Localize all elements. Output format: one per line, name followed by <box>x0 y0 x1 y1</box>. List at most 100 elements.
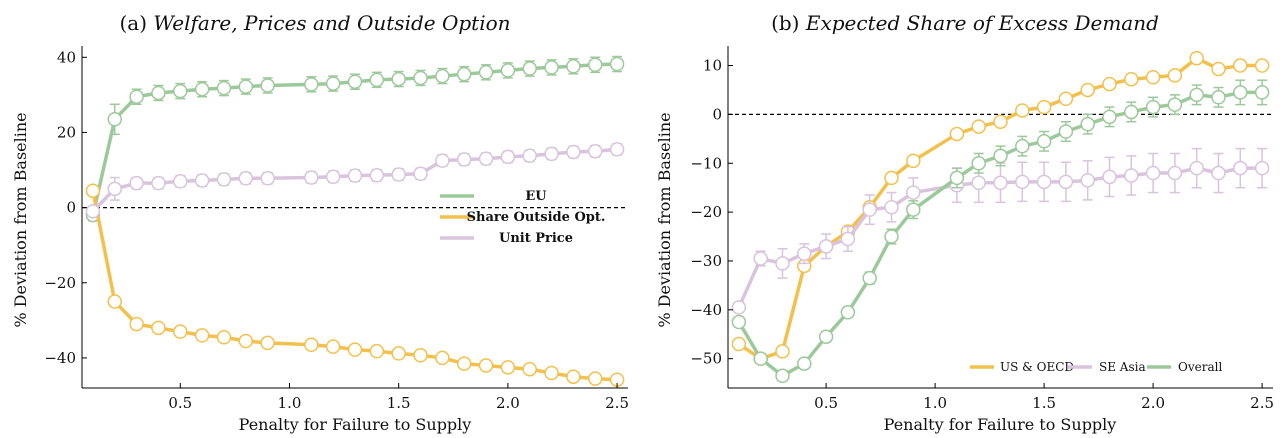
a-data-point <box>238 333 254 349</box>
a-data-point <box>129 316 144 332</box>
b-ytick-label: 10 <box>703 57 722 75</box>
a-data-point <box>522 61 537 76</box>
b-data-point <box>906 202 921 217</box>
a-data-point <box>216 330 232 345</box>
a-data-point <box>173 83 188 99</box>
a-series-1 <box>85 183 625 387</box>
b-ytick-label: −40 <box>690 301 722 319</box>
panel-a-ticks: 0.5 1.0 1.5 2.0 2.5 −40 −20 0 20 40 <box>44 48 629 412</box>
b-data-point <box>797 246 812 261</box>
b-data-point <box>775 256 790 271</box>
b-data-point <box>993 175 1008 191</box>
b-series-line <box>737 56 1263 361</box>
b-data-point <box>1145 70 1161 85</box>
a-data-point <box>478 358 494 373</box>
a-data-point <box>325 339 341 354</box>
a-data-point <box>544 365 559 381</box>
b-data-point <box>818 329 834 344</box>
a-data-point <box>107 112 123 127</box>
a-data-point <box>107 181 123 197</box>
a-data-point <box>369 72 385 88</box>
a-data-point <box>544 60 559 75</box>
b-data-point <box>862 202 877 217</box>
panel-a-axes <box>81 46 628 389</box>
panel-a-xlabel: Penalty for Failure to Supply <box>239 415 472 434</box>
b-data-point <box>993 148 1008 164</box>
a-ytick-label: −20 <box>44 274 76 292</box>
a-data-point <box>260 78 275 93</box>
a-data-point <box>522 148 537 163</box>
panel-b-legend: US & OECD SE Asia Overall <box>970 360 1222 374</box>
a-legend-label: Unit Price <box>499 231 573 246</box>
panel-b-axes <box>727 46 1273 389</box>
panel-a-title-text: Welfare, Prices and Outside Option <box>153 11 510 35</box>
a-data-point <box>347 168 363 183</box>
b-xtick-label: 0.5 <box>814 394 838 412</box>
a-data-point <box>107 294 123 309</box>
a-data-point <box>609 142 625 157</box>
a-data-point <box>435 68 450 84</box>
b-data-point <box>906 153 921 169</box>
a-data-point <box>456 152 472 167</box>
a-data-point <box>129 89 144 104</box>
b-data-point <box>971 156 986 171</box>
a-data-point <box>238 79 254 94</box>
a-data-point <box>413 348 428 363</box>
panel-b-title: (b) Expected Share of Excess Demand <box>771 11 1159 35</box>
a-ytick-label: 20 <box>57 123 76 141</box>
a-data-point <box>500 360 516 375</box>
a-data-point <box>347 342 363 357</box>
b-data-point <box>1080 116 1095 132</box>
b-data-point <box>1167 165 1183 181</box>
a-data-point <box>216 80 232 96</box>
panel-a-series <box>85 55 625 387</box>
a-data-point <box>216 172 232 187</box>
b-data-point <box>731 300 747 315</box>
a-data-point <box>85 204 101 219</box>
b-data-point <box>1102 76 1117 92</box>
b-data-point <box>1145 99 1161 115</box>
b-data-point <box>1102 169 1117 185</box>
b-data-point <box>818 239 834 254</box>
b-data-point <box>731 314 747 330</box>
a-data-point <box>609 56 625 72</box>
a-legend-label: EU <box>525 189 547 204</box>
panel-a-ylabel: % Deviation from Baseline <box>11 112 30 327</box>
b-legend-label: SE Asia <box>1099 360 1146 374</box>
a-data-point <box>391 167 406 182</box>
panel-b: (b) Expected Share of Excess Demand 0.5 1… <box>655 11 1274 434</box>
b-data-point <box>1080 173 1095 188</box>
a-legend-label: Share Outside Opt. <box>467 210 606 225</box>
b-data-point <box>1233 160 1248 176</box>
panel-b-title-text: Expected Share of Excess Demand <box>805 11 1159 35</box>
b-data-point <box>949 126 965 142</box>
a-data-point <box>587 57 603 73</box>
a-data-point <box>500 149 516 165</box>
b-data-point <box>775 344 790 359</box>
a-data-point <box>566 59 581 74</box>
a-xtick-label: 2.0 <box>496 394 520 412</box>
a-data-point <box>151 320 166 336</box>
b-legend-label: Overall <box>1178 360 1222 374</box>
a-data-point <box>391 71 406 87</box>
b-data-point <box>1167 97 1183 112</box>
panel-b-ylabel: % Deviation from Baseline <box>655 112 674 327</box>
b-data-point <box>1233 85 1248 100</box>
b-data-point <box>1254 58 1270 73</box>
b-data-point <box>884 199 899 215</box>
b-data-point <box>840 305 856 320</box>
b-data-point <box>1124 104 1139 120</box>
b-data-point <box>1211 165 1226 181</box>
a-data-point <box>435 350 450 366</box>
panel-a-label: (a) <box>119 11 147 35</box>
a-ytick-label: 40 <box>57 48 76 66</box>
a-data-point <box>304 337 319 353</box>
b-ytick-label: −20 <box>690 203 722 221</box>
b-ytick-label: 0 <box>712 105 722 123</box>
a-data-point <box>456 66 472 82</box>
panel-b-ticks: 0.5 1.0 1.5 2.0 2.5 −50 −40 −30 −20 −10 0 10 <box>690 57 1274 412</box>
b-data-point <box>731 336 747 352</box>
b-data-point <box>1189 50 1204 66</box>
b-data-point <box>1167 68 1183 83</box>
b-data-point <box>753 251 768 266</box>
